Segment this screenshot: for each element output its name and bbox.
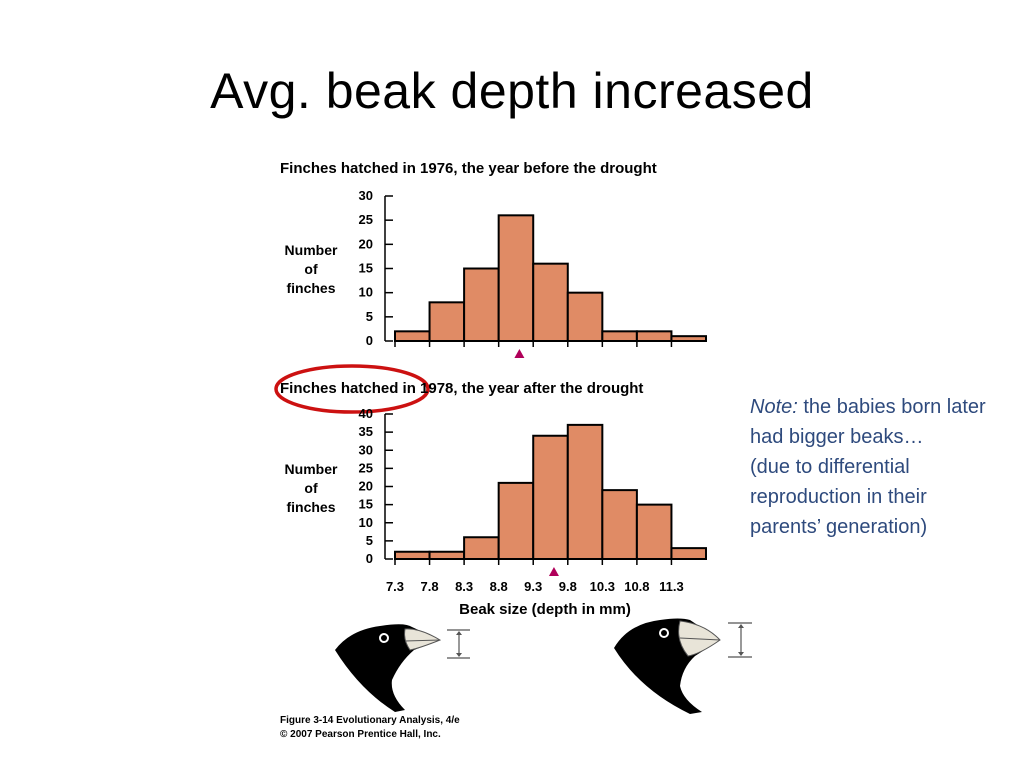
chart-1978-ylabel-line: of (304, 480, 318, 496)
note-paragraph-2: (due to differential reproduction in the… (750, 456, 928, 538)
x-tick-label: 7.8 (421, 579, 439, 594)
chart-1976-mean-marker (514, 349, 525, 358)
y-tick-label: 5 (366, 533, 373, 548)
y-tick-label: 15 (359, 497, 373, 512)
histogram-bar (532, 434, 569, 560)
y-tick-label: 20 (359, 479, 373, 494)
chart-1978: Finches hatched in 1978, the year after … (280, 380, 708, 576)
histogram-bar (601, 489, 638, 560)
chart-1978-title: Finches hatched in 1978, the year after … (280, 380, 643, 397)
chart-1976-bars (394, 214, 708, 343)
histogram-bar (601, 330, 638, 343)
chart-1978-ylabel-line: finches (286, 499, 335, 515)
chart-1976-ylabel-line: of (304, 261, 318, 277)
x-tick-label: 10.8 (624, 579, 649, 594)
note-paragraph-1: Note: the babies born later had bigger b… (750, 392, 1000, 452)
y-tick-label: 25 (359, 212, 373, 227)
x-tick-label: 8.3 (455, 579, 473, 594)
x-axis-label: Beak size (depth in mm) (459, 601, 631, 618)
note-text: Note: the babies born later had bigger b… (750, 392, 1000, 542)
y-tick-label: 30 (359, 442, 373, 457)
x-tick-label: 8.8 (490, 579, 508, 594)
y-tick-label: 0 (366, 333, 373, 348)
histogram-bar (463, 536, 500, 560)
chart-1976: Finches hatched in 1976, the year before… (280, 160, 708, 358)
histogram-bar (635, 330, 673, 343)
finch-head-large-beak-illustration (614, 618, 752, 714)
chart-1976-ylabel-line: Number (285, 242, 338, 258)
histogram-bar (394, 330, 431, 343)
x-tick-label: 9.3 (524, 579, 542, 594)
y-tick-label: 20 (359, 236, 373, 251)
chart-1976-title: Finches hatched in 1976, the year before… (280, 160, 657, 177)
chart-1978-bars (394, 423, 708, 560)
chart-1978-xaxis (394, 558, 706, 565)
y-tick-label: 40 (359, 406, 373, 421)
chart-1978-mean-marker (548, 567, 559, 576)
y-tick-label: 0 (366, 551, 373, 566)
histogram-bar (670, 547, 708, 560)
histogram-bar (497, 214, 535, 342)
credit-line-1: Figure 3-14 Evolutionary Analysis, 4/e (280, 715, 460, 726)
histogram-bar (532, 262, 569, 342)
y-tick-label: 35 (359, 424, 373, 439)
histogram-bar (428, 301, 466, 343)
chart-1976-ylabel-line: finches (286, 280, 335, 296)
histogram-bar (428, 550, 466, 560)
mean-marker (514, 349, 525, 358)
highlight-circle (274, 364, 430, 414)
credit-line-2: © 2007 Pearson Prentice Hall, Inc. (280, 729, 441, 740)
histogram-bar (566, 423, 604, 560)
x-tick-label: 9.8 (559, 579, 577, 594)
x-tick-label: 7.3 (386, 579, 404, 594)
y-tick-label: 10 (359, 515, 373, 530)
figure-credit: Figure 3-14 Evolutionary Analysis, 4/e ©… (280, 714, 460, 742)
x-tick-label: 10.3 (590, 579, 615, 594)
y-tick-label: 30 (359, 188, 373, 203)
histogram-bar (394, 550, 431, 560)
chart-1976-ylabel: Number of finches (285, 242, 338, 296)
histogram-bar (566, 291, 604, 342)
mean-marker (548, 567, 559, 576)
histogram-bar (497, 481, 535, 560)
note-label: Note: (750, 396, 798, 418)
slide-title: Avg. beak depth increased (210, 63, 814, 119)
chart-1976-yaxis: 0 5 10 15 20 25 30 (359, 188, 393, 348)
y-tick-label: 15 (359, 261, 373, 276)
chart-1976-xaxis (394, 340, 706, 347)
x-tick-label: 11.3 (659, 579, 684, 594)
histogram-bar (463, 267, 500, 342)
x-tick-labels: 7.3 7.8 8.3 8.8 9.3 9.8 10.3 10.8 11.3 (386, 579, 684, 594)
chart-1978-ylabel-line: Number (285, 461, 338, 477)
chart-1978-ylabel: Number of finches (285, 461, 338, 515)
histogram-bar (635, 503, 673, 560)
y-tick-label: 10 (359, 285, 373, 300)
chart-1978-yaxis: 0 5 10 15 20 25 30 35 40 (359, 406, 393, 566)
note-line-1: the babies born later had bigger beaks… (750, 396, 986, 448)
y-tick-label: 5 (366, 309, 373, 324)
y-tick-label: 25 (359, 460, 373, 475)
finch-head-small-beak-illustration (335, 624, 470, 712)
